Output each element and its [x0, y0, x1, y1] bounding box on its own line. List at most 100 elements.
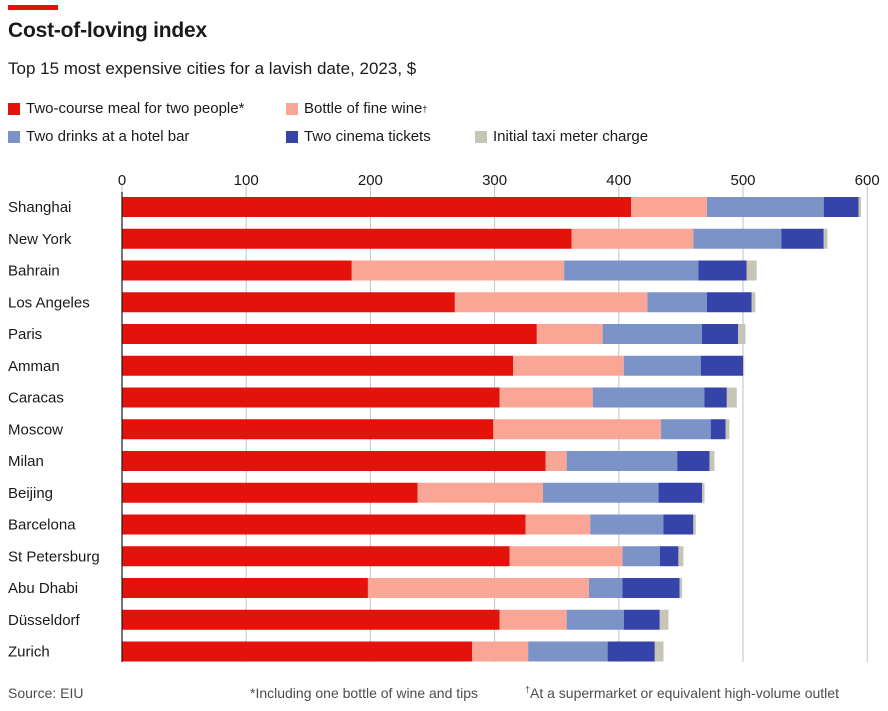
bar-segment-cinema	[823, 197, 859, 217]
bar-segment-cinema	[677, 451, 710, 471]
bar-segment-meal	[122, 387, 500, 408]
bar-segment-taxi	[726, 387, 737, 408]
category-label: Caracas	[8, 390, 64, 407]
legend-label-meal: Two-course meal for two people	[26, 100, 239, 117]
footnote-meal: *Including one bottle of wine and tips	[250, 685, 479, 701]
bar-segment-hotel-bar	[622, 546, 660, 567]
category-label: Shanghai	[8, 199, 71, 216]
legend-item-hotel-bar: Two drinks at a hotel bar	[8, 128, 189, 145]
legend-item-taxi: Initial taxi meter charge	[475, 128, 648, 145]
bar-segment-meal	[122, 228, 572, 249]
bar-segment-meal	[122, 355, 514, 376]
bar-segment-hotel-bar	[661, 419, 711, 440]
legend-label-taxi: Initial taxi meter charge	[493, 128, 649, 145]
legend-swatch-hotel-bar	[8, 130, 20, 143]
bar-segment-hotel-bar	[602, 324, 703, 344]
category-label: Amman	[8, 358, 60, 375]
bar-segment-taxi	[654, 641, 664, 662]
category-label: New York	[8, 231, 72, 248]
bar-segment-taxi	[678, 546, 684, 567]
bar-segment-hotel-bar	[564, 260, 699, 281]
legend-label-hotel-bar: Two drinks at a hotel bar	[26, 128, 190, 145]
bar-segment-wine	[367, 578, 589, 598]
category-label: Moscow	[8, 421, 63, 438]
legend-item-wine: Bottle of fine wine †	[286, 100, 427, 117]
bar-segment-taxi	[746, 260, 757, 281]
bar-segment-wine	[571, 228, 694, 249]
bar-segment-taxi	[738, 324, 746, 344]
bar-segment-meal	[122, 609, 500, 630]
legend-label-cinema: Two cinema tickets	[304, 128, 431, 145]
x-tick-label-100: 100	[234, 172, 259, 189]
category-label: Abu Dhabi	[8, 580, 78, 597]
bar-segment-taxi	[751, 292, 756, 313]
bar-segment-hotel-bar	[706, 197, 824, 217]
x-tick-label-200: 200	[358, 172, 383, 189]
x-tick-label-500: 500	[730, 172, 755, 189]
bar-segment-cinema	[659, 546, 679, 567]
bar-segment-taxi	[693, 514, 696, 535]
bar-segment-taxi	[659, 609, 669, 630]
category-label: Barcelona	[8, 517, 76, 534]
bar-segment-meal	[122, 451, 546, 471]
bar-segment-cinema	[607, 641, 655, 662]
bar-segment-taxi	[823, 228, 828, 249]
bar-segment-wine	[631, 197, 707, 217]
bar-segment-meal	[122, 514, 526, 535]
bar-segment-hotel-bar	[566, 451, 678, 471]
bar-segment-wine	[493, 419, 662, 440]
x-tick-label-0: 0	[118, 172, 126, 189]
legend-item-meal: Two-course meal for two people *	[8, 100, 244, 117]
legend-mark-meal: *	[238, 100, 245, 117]
footnote-wine: †At a supermarket or equivalent high-vol…	[525, 685, 839, 701]
bar-segment-meal	[122, 546, 510, 567]
source-note: Source: EIU	[8, 685, 84, 701]
bar-segment-cinema	[622, 578, 680, 598]
x-tick-label-300: 300	[482, 172, 507, 189]
bar-segment-hotel-bar	[623, 355, 701, 376]
chart-title: Cost-of-loving index	[8, 19, 207, 42]
category-label: Beijing	[8, 485, 53, 502]
legend-swatch-meal	[8, 102, 20, 115]
x-tick-label-600: 600	[855, 172, 880, 189]
legend-swatch-taxi	[475, 130, 487, 143]
category-label: Zurich	[8, 644, 50, 661]
bar-segment-wine	[509, 546, 623, 567]
bar-segment-cinema	[658, 482, 703, 503]
bar-segment-cinema	[710, 419, 726, 440]
bar-segment-wine	[513, 355, 624, 376]
bar-segment-hotel-bar	[566, 609, 624, 630]
bar-segment-meal	[122, 292, 455, 313]
bar-segment-wine	[351, 260, 565, 281]
bar-segment-hotel-bar	[543, 482, 659, 503]
bar-segment-hotel-bar	[528, 641, 608, 662]
bar-segment-wine	[525, 514, 591, 535]
bar-segment-meal	[122, 578, 368, 598]
bar-segment-hotel-bar	[590, 514, 664, 535]
category-label: Milan	[8, 453, 44, 470]
bar-segment-meal	[122, 419, 494, 440]
bar-segment-wine	[545, 451, 567, 471]
bar-segment-cinema	[698, 260, 747, 281]
bar-segment-wine	[499, 609, 567, 630]
bar-segment-taxi	[709, 451, 715, 471]
bar-segment-hotel-bar	[592, 387, 705, 408]
bar-segment-wine	[499, 387, 593, 408]
brand-accent-bar	[8, 5, 58, 10]
bar-segment-meal	[122, 482, 418, 503]
bar-segment-hotel-bar	[647, 292, 707, 313]
bar-segment-cinema	[702, 324, 739, 344]
legend-swatch-wine	[286, 102, 298, 115]
legend-item-cinema: Two cinema tickets	[286, 128, 431, 145]
bar-segment-hotel-bar	[693, 228, 782, 249]
bar-segment-cinema	[663, 514, 694, 535]
bar-segment-taxi	[679, 578, 683, 598]
bar-segment-cinema	[700, 355, 743, 376]
category-label: Bahrain	[8, 263, 60, 280]
bar-segment-wine	[472, 641, 529, 662]
bar-segment-cinema	[781, 228, 824, 249]
bar-segment-taxi	[743, 355, 745, 376]
category-label: Paris	[8, 326, 42, 343]
footnote-wine-mark: †	[525, 684, 531, 695]
bar-segment-cinema	[706, 292, 752, 313]
